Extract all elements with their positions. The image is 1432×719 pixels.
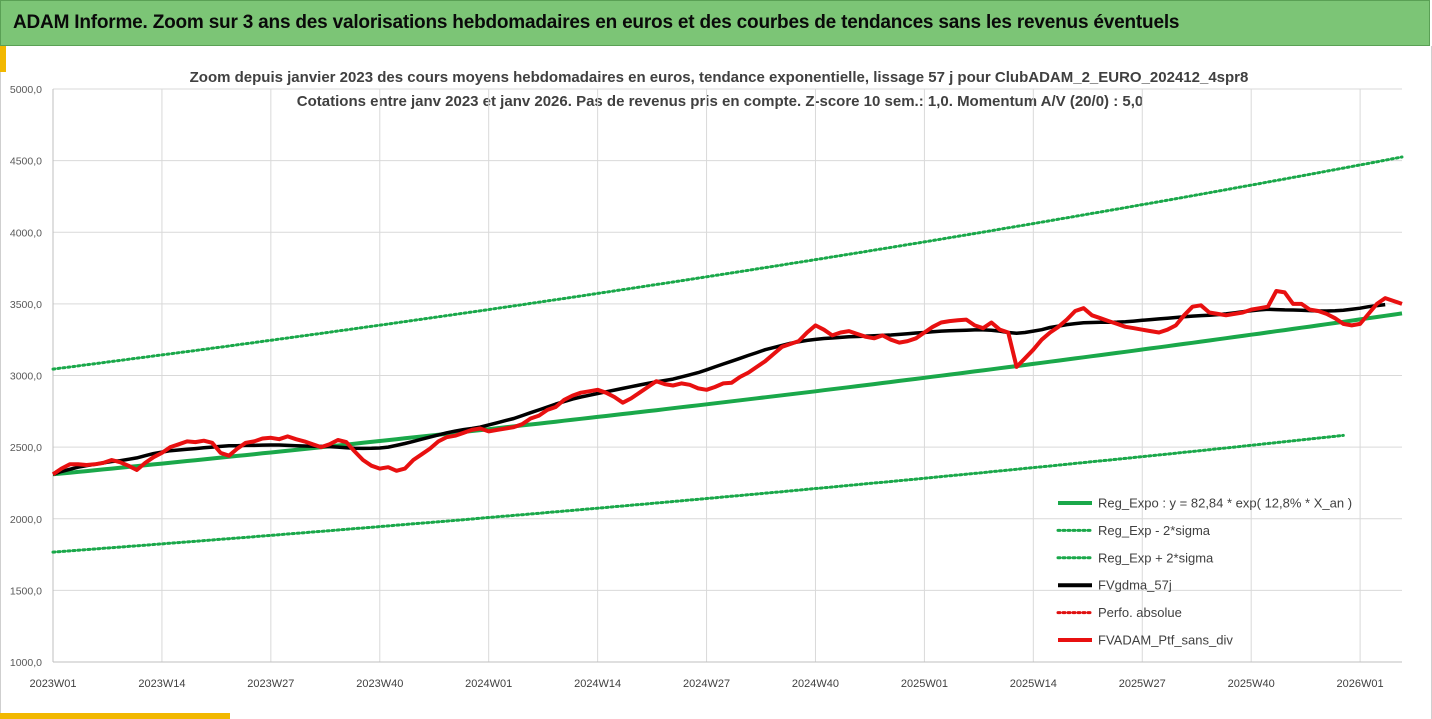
y-tick-label: 1500,0 xyxy=(10,585,42,597)
chart-title-line2: Cotations entre janv 2023 et janv 2026. … xyxy=(297,93,1143,110)
y-tick-label: 2000,0 xyxy=(10,514,42,526)
legend-label: Reg_Exp + 2*sigma xyxy=(1098,550,1214,565)
legend-label: Perfo. absolue xyxy=(1098,605,1182,620)
chart-title-line1: Zoom depuis janvier 2023 des cours moyen… xyxy=(190,69,1249,86)
x-tick-label: 2024W27 xyxy=(683,678,730,690)
y-tick-label: 1000,0 xyxy=(10,657,42,669)
x-tick-label: 2023W40 xyxy=(356,678,403,690)
x-tick-label: 2025W40 xyxy=(1228,678,1275,690)
x-tick-label: 2023W27 xyxy=(247,678,294,690)
x-tick-label: 2024W01 xyxy=(465,678,512,690)
line-chart: Zoom depuis janvier 2023 des cours moyen… xyxy=(0,0,1432,719)
x-tick-label: 2025W27 xyxy=(1119,678,1166,690)
y-tick-label: 3500,0 xyxy=(10,299,42,311)
grid xyxy=(53,89,1402,662)
y-tick-label: 4500,0 xyxy=(10,156,42,168)
x-tick-label: 2023W01 xyxy=(29,678,76,690)
y-tick-label: 3000,0 xyxy=(10,371,42,383)
legend-label: FVgdma_57j xyxy=(1098,578,1172,593)
fvgdma-57j-line xyxy=(53,305,1385,475)
legend-label: Reg_Expo : y = 82,84 * exp( 12,8% * X_an… xyxy=(1098,496,1352,511)
axes: 1000,0 1500,0 2000,0 2500,0 3000,0 3500,0 4000… xyxy=(10,84,1402,690)
reg-exp-plus-2sigma-line xyxy=(53,157,1402,369)
y-tick-label: 4000,0 xyxy=(10,227,42,239)
x-tick-label: 2024W40 xyxy=(792,678,839,690)
legend-label: FVADAM_Ptf_sans_div xyxy=(1098,633,1233,648)
x-tick-label: 2024W14 xyxy=(574,678,621,690)
x-tick-label: 2025W01 xyxy=(901,678,948,690)
y-tick-label: 2500,0 xyxy=(10,442,42,454)
series xyxy=(53,157,1402,552)
x-tick-label: 2025W14 xyxy=(1010,678,1057,690)
x-tick-label: 2026W01 xyxy=(1337,678,1384,690)
legend-label: Reg_Exp - 2*sigma xyxy=(1098,523,1211,538)
y-tick-label: 5000,0 xyxy=(10,84,42,96)
x-tick-label: 2023W14 xyxy=(138,678,185,690)
